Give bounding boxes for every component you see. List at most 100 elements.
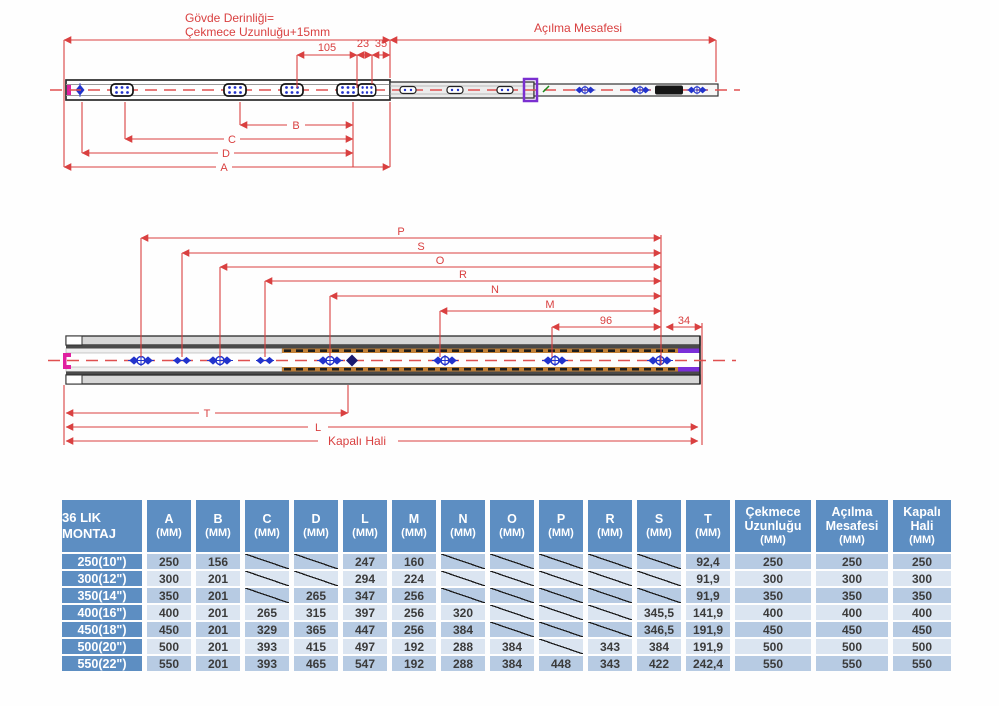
row-label: 450(18") [62,622,142,637]
closed-rail-body [63,335,701,385]
cell: 191,9 [686,639,730,654]
table-body: 250(10") 250 156 247 160 92,4 250 250 250 300(12"… [62,554,951,671]
cell: 400 [147,605,191,620]
table-row: 500(20") 500 201 393 415 497 192 288 384 343 384 19… [62,639,951,654]
cell: 450 [816,622,888,637]
purple-stop-top [678,348,700,353]
cell: 343 [588,639,632,654]
cell: 497 [343,639,387,654]
cell [245,554,289,569]
cell: 500 [147,639,191,654]
body-depth-label-line2: Çekmece Uzunluğu+15mm [185,25,330,39]
dim-35: 35 [375,38,387,50]
cell: 300 [735,571,811,586]
closed-slide-drawing: P S O R N M 96 34 T L Kapalı Hali [48,226,736,448]
cell: 550 [893,656,951,671]
dim-T: T [204,408,211,420]
cell: 397 [343,605,387,620]
header-cell-o: O (MM) [490,500,534,552]
cell: 350 [816,588,888,603]
extended-slide-drawing: Gövde Derinliği= Çekmece Uzunluğu+15mm A… [50,11,740,174]
cell: 201 [196,605,240,620]
table-row: 300(12") 300 201 294 224 91,9 300 300 300 [62,571,951,586]
dimension-lines [63,36,717,171]
cell [588,554,632,569]
cell [490,605,534,620]
cell: 300 [147,571,191,586]
cell: 92,4 [686,554,730,569]
row-label: 500(20") [62,639,142,654]
header-cell-b: B (MM) [196,500,240,552]
cell [490,622,534,637]
cell: 346,5 [637,622,681,637]
header-cell-p: P (MM) [539,500,583,552]
dim-L: L [315,422,321,434]
header-cell-a-lma-mesafesi: Açılma Mesafesi (MM) [816,500,888,552]
dim-C: C [228,134,236,146]
dim-M: M [545,299,554,311]
cell: 300 [816,571,888,586]
cell [490,571,534,586]
cell: 384 [441,622,485,637]
cell: 329 [245,622,289,637]
cell [539,571,583,586]
closed-state-label: Kapalı Hali [328,434,386,448]
cell: 201 [196,639,240,654]
cell: 465 [294,656,338,671]
cell: 350 [147,588,191,603]
cell: 500 [893,639,951,654]
dim-O: O [436,255,445,267]
cell: 250 [893,554,951,569]
corner-header: 36 LIK MONTAJ [62,500,142,552]
row-label: 300(12") [62,571,142,586]
cell: 288 [441,656,485,671]
cell [588,571,632,586]
header-cell-r: R (MM) [588,500,632,552]
header-cell-n: N (MM) [441,500,485,552]
dim-P: P [397,226,404,238]
cell: 393 [245,656,289,671]
cell: 256 [392,588,436,603]
cell [294,554,338,569]
header-cell-kapal-hali: Kapalı Hali (MM) [893,500,951,552]
cell [441,571,485,586]
opening-distance-label: Açılma Mesafesi [534,21,622,35]
header-cell-a: A (MM) [147,500,191,552]
header-row: 36 LIK MONTAJ A (MM) B (MM) C (MM) D (MM) L (MM) M… [62,500,951,552]
cell: 320 [441,605,485,620]
cell: 224 [392,571,436,586]
green-mark [542,85,550,93]
cell: 250 [816,554,888,569]
cell [588,605,632,620]
cell: 300 [893,571,951,586]
cell: 315 [294,605,338,620]
cell [588,622,632,637]
table-row: 250(10") 250 156 247 160 92,4 250 250 250 [62,554,951,569]
table-row: 400(16") 400 201 265 315 397 256 320 345,5 141,9 4… [62,605,951,620]
header-cell-s: S (MM) [637,500,681,552]
table-row: 450(18") 450 201 329 365 447 256 384 346,5 191,9 4… [62,622,951,637]
release-bracket [522,77,539,103]
cell: 91,9 [686,588,730,603]
cell: 400 [816,605,888,620]
latch [655,85,683,95]
cell [539,605,583,620]
dim-B: B [292,120,299,132]
cell: 201 [196,571,240,586]
cell [637,571,681,586]
cell: 265 [245,605,289,620]
cell: 201 [196,656,240,671]
cell: 350 [735,588,811,603]
cell: 201 [196,622,240,637]
header-cell-c: C (MM) [245,500,289,552]
cell: 450 [893,622,951,637]
cell [539,554,583,569]
cell: 247 [343,554,387,569]
cell: 400 [893,605,951,620]
cell: 450 [147,622,191,637]
cell [539,622,583,637]
cell: 384 [490,656,534,671]
row-label: 250(10") [62,554,142,569]
cell: 415 [294,639,338,654]
cell [245,571,289,586]
